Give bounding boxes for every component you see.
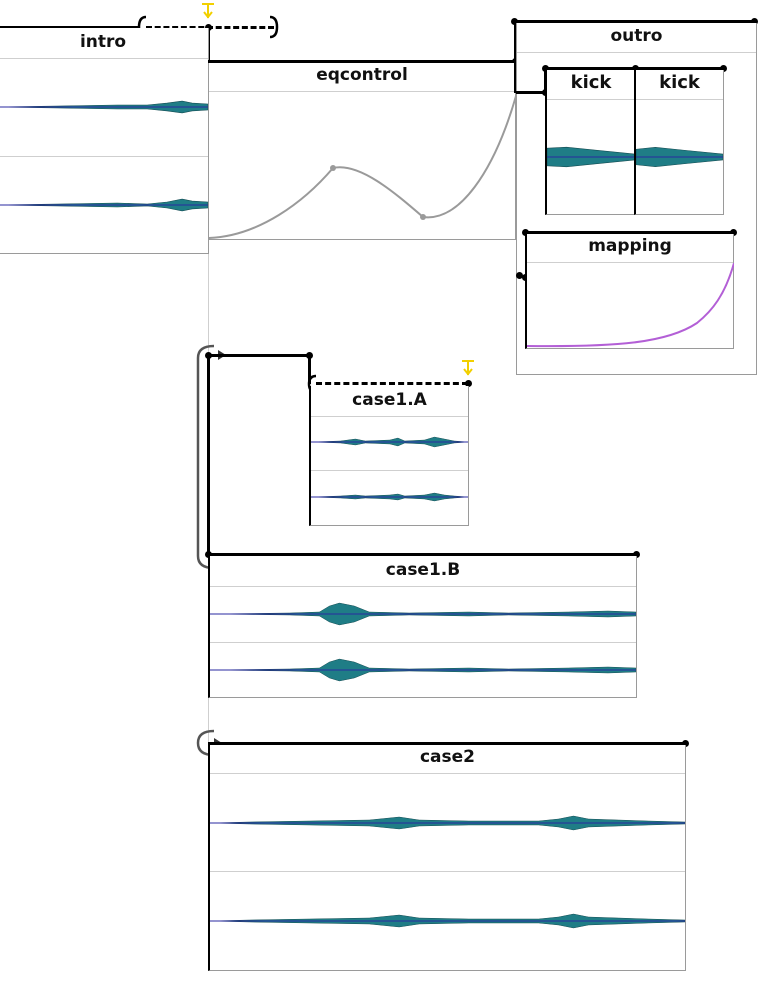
eqcontrol-interval-line[interactable] bbox=[208, 60, 516, 63]
case1b-header-separator bbox=[210, 586, 636, 587]
mapping-interval-line[interactable] bbox=[525, 231, 735, 234]
case1a-waveform-right bbox=[311, 492, 468, 502]
intro-interval-line[interactable] bbox=[0, 26, 140, 29]
outro-header-separator bbox=[517, 52, 756, 53]
case1b-start-dot[interactable] bbox=[205, 551, 212, 558]
case2-interval-line[interactable] bbox=[208, 742, 686, 745]
mapping-header-separator bbox=[527, 262, 733, 263]
outro-title: outro bbox=[610, 26, 663, 46]
kick1-interval-line[interactable] bbox=[545, 67, 637, 70]
kick1-process[interactable]: kick bbox=[545, 70, 636, 215]
trigger-flag-icon[interactable] bbox=[200, 2, 216, 20]
case2-end-dot[interactable] bbox=[682, 740, 689, 747]
kick2-header-separator bbox=[636, 99, 723, 100]
case1b-interval-line[interactable] bbox=[208, 553, 637, 556]
eqcontrol-header-separator bbox=[209, 91, 515, 92]
case1b-end-dot[interactable] bbox=[633, 551, 640, 558]
kick2-title: kick bbox=[659, 72, 700, 93]
mapping-end-dot[interactable] bbox=[730, 229, 737, 236]
case2-channel-separator bbox=[210, 871, 685, 872]
kick1-waveform bbox=[547, 146, 635, 168]
case2-waveform-right bbox=[210, 913, 685, 929]
mapping-title: mapping bbox=[588, 236, 672, 256]
case1a-end-dot[interactable] bbox=[465, 380, 472, 387]
intro-process[interactable]: intro bbox=[0, 28, 209, 254]
case2-waveform-left bbox=[210, 815, 685, 831]
case1a-header-separator bbox=[311, 416, 468, 417]
eqcontrol-process[interactable]: eqcontrol bbox=[209, 63, 516, 240]
outro-scenario-connector bbox=[516, 91, 546, 94]
trigger-flag-icon[interactable] bbox=[460, 359, 476, 377]
intro-waveform-left bbox=[0, 100, 208, 114]
case1a-title: case1.A bbox=[352, 390, 427, 410]
outro-end-dot[interactable] bbox=[751, 18, 758, 25]
outro-left-edge bbox=[514, 21, 517, 93]
case1b-waveform-right bbox=[210, 658, 636, 682]
mapping-trigger-dot[interactable] bbox=[516, 272, 523, 279]
outro-interval-line[interactable] bbox=[514, 20, 756, 23]
case1a-process[interactable]: case1.A bbox=[309, 386, 469, 526]
case1b-channel-separator bbox=[210, 642, 636, 643]
case1-loop-line[interactable] bbox=[208, 354, 310, 357]
case1a-channel-separator bbox=[311, 470, 468, 471]
intro-title: intro bbox=[79, 32, 127, 52]
kick2-process[interactable]: kick bbox=[634, 70, 724, 215]
intro-waveform-right bbox=[0, 198, 208, 212]
case1-loop-start-dot[interactable] bbox=[205, 352, 212, 359]
kick1-header-separator bbox=[547, 99, 635, 100]
kick2-waveform bbox=[636, 147, 723, 167]
mapping-start-dot[interactable] bbox=[522, 229, 529, 236]
intro-header-separator bbox=[0, 58, 208, 59]
case1-loop-end-dot[interactable] bbox=[306, 352, 313, 359]
case1b-process[interactable]: case1.B bbox=[208, 556, 637, 698]
mapping-curve[interactable] bbox=[527, 263, 734, 348]
case1b-title: case1.B bbox=[385, 560, 461, 580]
intro-channel-separator bbox=[0, 156, 208, 157]
interval-end-bracket-icon[interactable] bbox=[266, 15, 280, 39]
case2-header-separator bbox=[210, 773, 685, 774]
case1-loop-sync-line bbox=[207, 354, 210, 556]
case1a-flexible-interval[interactable] bbox=[316, 382, 468, 385]
kick1-start-dot[interactable] bbox=[542, 65, 549, 72]
loop-play-icon[interactable] bbox=[192, 342, 228, 572]
case1b-waveform-left bbox=[210, 602, 636, 626]
eqcontrol-automation-curve[interactable] bbox=[209, 92, 516, 240]
eqcontrol-title: eqcontrol bbox=[316, 65, 408, 85]
case1a-waveform-left bbox=[311, 436, 468, 448]
kick1-title: kick bbox=[570, 72, 612, 93]
kick2-interval-line[interactable] bbox=[634, 67, 725, 70]
case2-title: case2 bbox=[419, 747, 476, 767]
case2-process[interactable]: case2 bbox=[208, 745, 686, 971]
kick2-end-dot[interactable] bbox=[720, 65, 727, 72]
mapping-process[interactable]: mapping bbox=[525, 234, 734, 349]
case1a-sync-line bbox=[308, 356, 311, 384]
